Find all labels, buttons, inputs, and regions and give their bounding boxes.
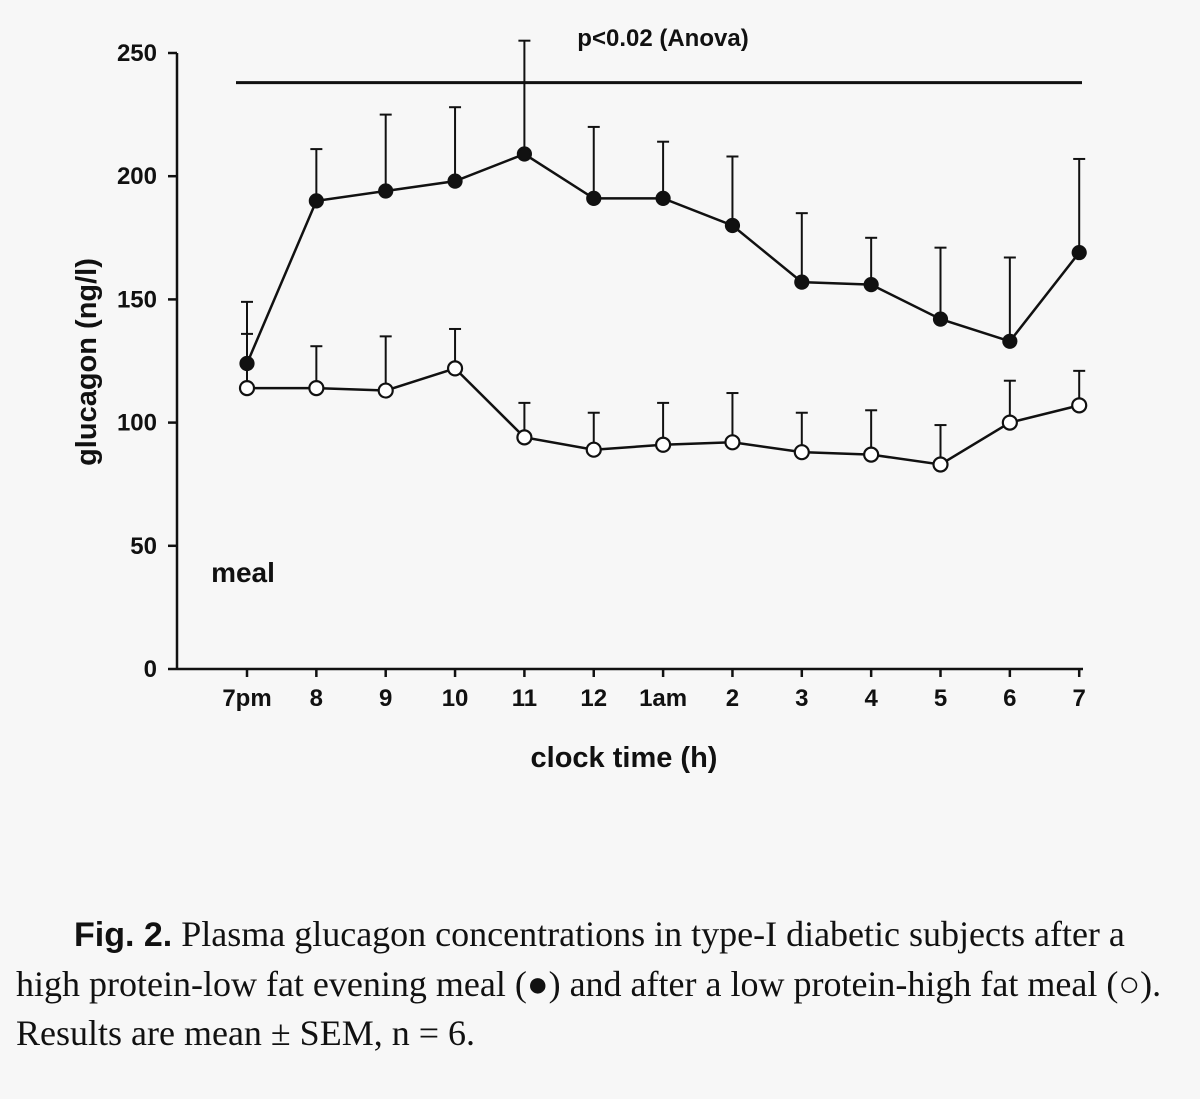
significance-label: p<0.02 (Anova): [577, 25, 748, 52]
series-filled-point: [724, 217, 741, 234]
series-filled-point: [794, 274, 810, 290]
chart-axes: [175, 53, 1083, 671]
series-filled-point: [655, 190, 671, 206]
x-tick-label: 5: [934, 685, 947, 712]
series-filled-point: [932, 311, 949, 327]
chart-ticks: 0 50 100 150 200 250 7pm 8 9 10 11 12 1am 2 3 4 5 6 7: [117, 40, 1086, 712]
series-open-point: [793, 444, 810, 461]
x-tick-label: 12: [580, 685, 607, 712]
x-tick-label: 7: [1073, 685, 1086, 712]
series-filled-point: [1071, 244, 1087, 261]
chart-figure: 0 50 100 150 200 250 7pm 8 9 10 11 12 1am 2 3 4 5 6 7 gluc…: [71, 25, 1088, 774]
caption-figure-label: Fig. 2.: [74, 916, 173, 954]
x-tick-label: 11: [512, 685, 537, 712]
series-filled-point: [378, 183, 394, 199]
series-open-point: [1001, 414, 1018, 431]
chart-svg: 0 50 100 150 200 250 7pm 8 9 10 11 12 1am 2 3 4 5 6 7 gluc…: [71, 25, 1088, 774]
series-open-point: [308, 380, 325, 397]
y-tick-label: 250: [117, 40, 157, 67]
series-open-point: [932, 456, 949, 473]
caption-text: Plasma glucagon concentrations in type-I…: [16, 914, 1162, 1053]
series-open-point: [1071, 397, 1088, 414]
series-open-point: [654, 436, 672, 453]
y-tick-label: 50: [130, 533, 157, 560]
x-tick-label: 10: [442, 685, 469, 712]
meal-label: meal: [211, 557, 275, 588]
series-open-point: [863, 446, 880, 463]
x-tick-label: 9: [379, 685, 392, 712]
series-filled-point: [308, 193, 324, 209]
series-filled-point: [447, 173, 463, 189]
y-tick-label: 100: [117, 410, 157, 437]
chart-series: [238, 39, 1088, 473]
x-tick-label: 1am: [639, 685, 687, 712]
series-open-point: [585, 441, 602, 458]
y-tick-label: 200: [117, 163, 157, 190]
figure-caption: Fig. 2. Plasma glucagon concentrations i…: [16, 910, 1186, 1058]
x-tick-label: 6: [1003, 685, 1016, 712]
x-tick-label: 4: [864, 685, 878, 712]
series-filled-point: [516, 146, 533, 162]
series-open-point: [724, 434, 741, 451]
series-filled-point: [863, 277, 879, 293]
y-axis-title: glucagon (ng/l): [71, 258, 103, 466]
x-axis-title: clock time (h): [531, 742, 718, 774]
series-open-point: [446, 360, 464, 377]
series-open-point: [516, 429, 533, 446]
x-tick-label: 7pm: [222, 685, 271, 712]
series-open-point: [377, 382, 394, 399]
series-filled-point: [586, 190, 602, 206]
x-tick-label: 3: [795, 685, 808, 712]
x-tick-label: 8: [310, 685, 323, 712]
x-tick-label: 2: [726, 685, 739, 712]
y-tick-label: 150: [117, 286, 157, 313]
series-filled-point: [1002, 333, 1018, 349]
series-open-point: [238, 380, 256, 397]
y-tick-label: 0: [144, 656, 157, 683]
